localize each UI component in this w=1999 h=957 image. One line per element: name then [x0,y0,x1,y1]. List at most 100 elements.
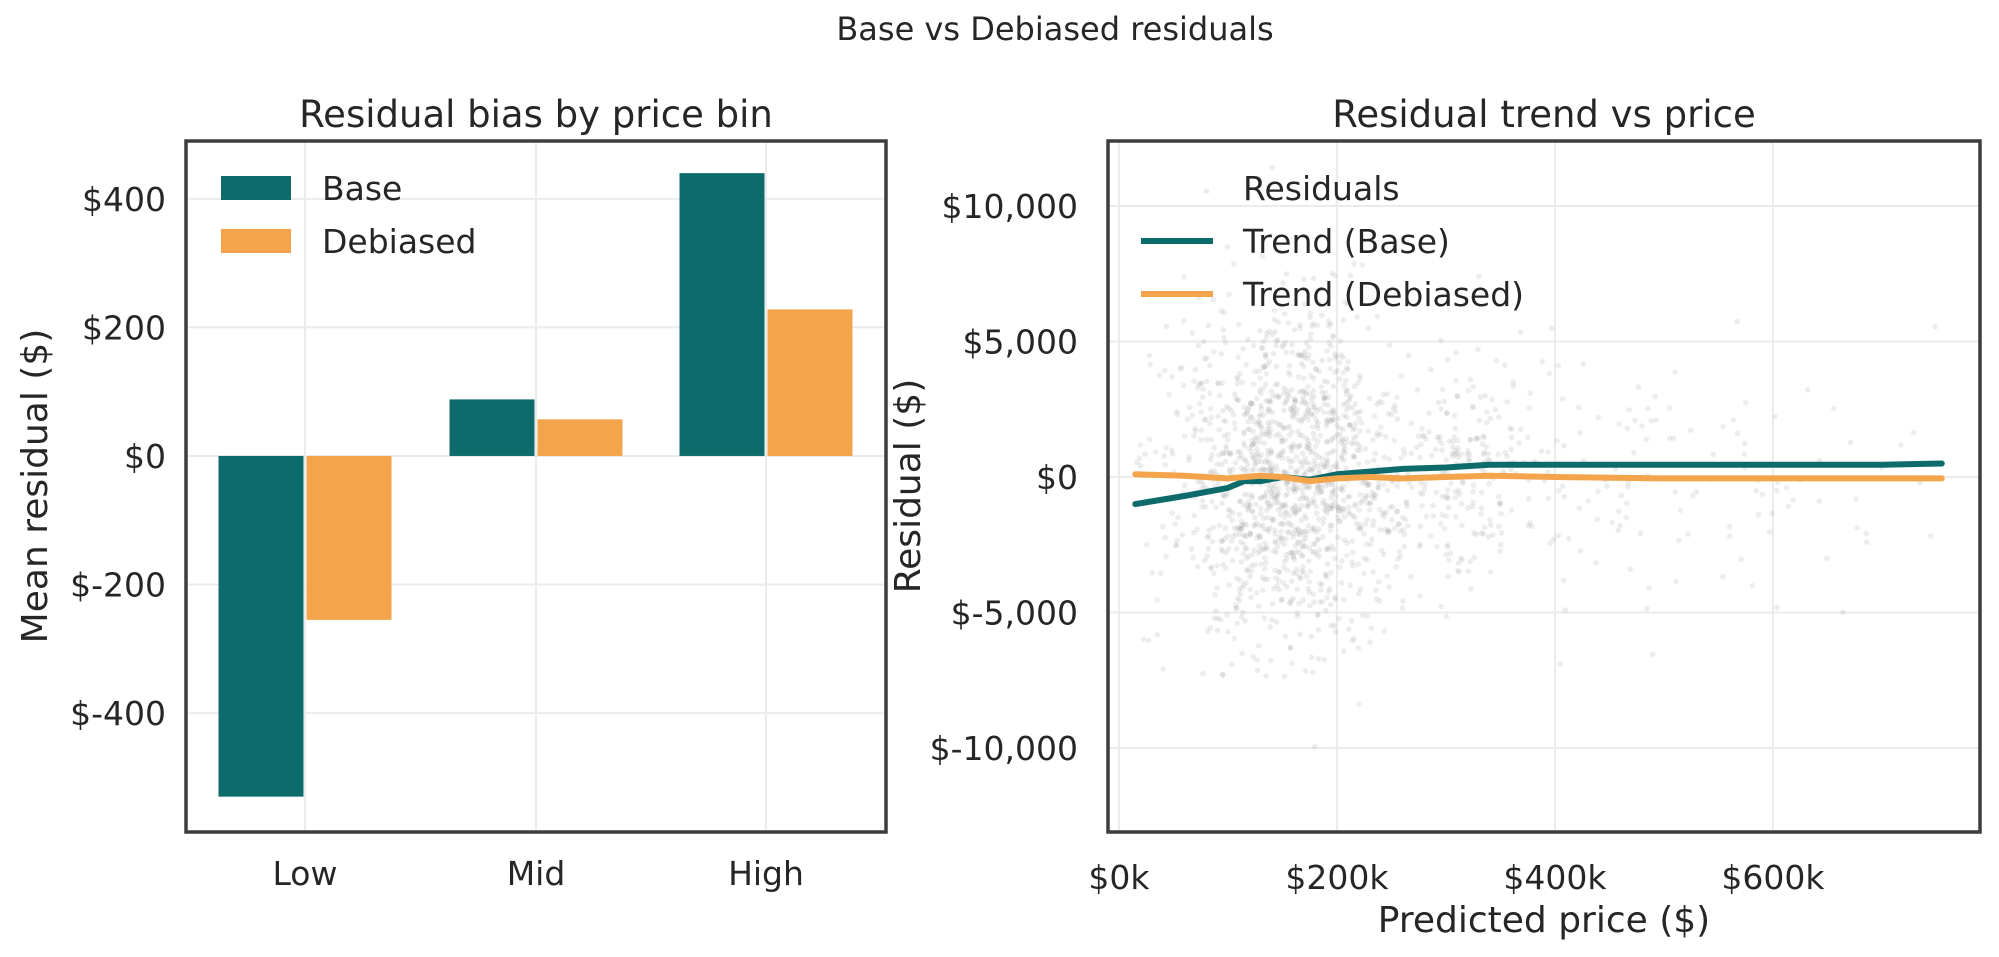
residual-point [1486,480,1492,487]
residual-point [1234,595,1241,602]
residual-point [1473,435,1480,441]
residual-point [1173,408,1180,415]
residual-point [1464,451,1470,458]
residual-point [1445,574,1451,580]
residual-point [1272,495,1279,501]
residual-point [1351,514,1358,521]
residual-point [1450,444,1456,451]
residual-point [1304,497,1311,503]
residual-point [1295,416,1302,423]
residual-point [1329,417,1336,423]
residual-point [1225,431,1231,438]
scatter-chart-trend-lines [1132,460,1945,508]
residual-point [1323,546,1330,553]
residual-point [1179,364,1185,371]
residual-point [1267,465,1274,472]
residual-point [1286,363,1293,369]
residual-point [1282,311,1288,317]
residual-point [1445,487,1451,493]
residual-point [1289,660,1295,667]
residual-point [1331,488,1338,494]
residual-point [1315,484,1322,491]
scatter-chart-y-ticks: $10,000$5,000$0$-5,000$-10,000 [930,187,1078,768]
residual-point [1311,457,1317,464]
residual-point [1357,428,1363,435]
residual-point [1290,444,1296,450]
residual-point [1311,412,1317,419]
residual-point [1311,466,1317,472]
residual-point [1336,507,1342,514]
residual-point [1223,418,1229,425]
residual-point [1349,559,1355,565]
residual-point [1261,566,1268,572]
residual-point [1269,331,1276,338]
residual-point [1216,522,1223,529]
residual-point [1518,426,1524,433]
residual-point [1347,422,1353,429]
residual-point [1301,301,1308,308]
residual-point [1384,487,1391,494]
residual-point [1295,443,1302,449]
residual-point [1197,400,1203,407]
residual-point [1358,420,1365,426]
residual-point [1324,419,1330,426]
residual-point [1273,539,1279,545]
residual-point [1289,522,1295,529]
residual-point [1609,519,1616,526]
residual-point [1378,424,1384,430]
residual-point [1328,343,1334,349]
residual-point [1322,572,1329,578]
residual-point [1383,509,1390,516]
residual-point [1294,467,1300,474]
residual-point [1618,492,1625,499]
residual-point [1467,558,1473,565]
bar-chart-y-tick-label: $400 [82,180,166,219]
residual-point [1325,402,1331,408]
legend-swatch-debiased [221,229,291,253]
residual-point [1386,342,1393,349]
residual-point [1302,668,1309,675]
residual-point [1446,438,1453,445]
residual-point [1381,628,1388,634]
residual-point [1257,411,1264,418]
residual-point [1221,334,1227,341]
residual-point [1221,536,1228,542]
residual-point [1355,380,1361,386]
residual-point [1313,443,1319,450]
residual-point [1310,320,1317,327]
residual-point [1448,480,1454,487]
residual-point [1381,510,1387,516]
residual-point [1421,433,1427,440]
residual-point [1243,362,1249,368]
residual-point [1323,607,1329,613]
residual-point [1350,549,1356,556]
residual-point [1257,505,1264,512]
residual-point [1233,546,1240,552]
residual-point [1498,511,1504,517]
residual-point [1242,457,1249,464]
residual-point [1321,394,1328,401]
bar-chart-y-ticks: $400$200$0$-200$-400 [70,180,166,733]
residual-point [1296,507,1303,513]
residual-point [1783,484,1790,491]
residual-point [1272,463,1279,469]
residual-point [1317,490,1323,496]
residual-point [1316,468,1323,474]
residual-point [1235,397,1242,404]
residual-point [1254,446,1260,452]
residual-point [1241,541,1247,547]
residual-point [1271,548,1277,554]
residual-point [1497,502,1503,508]
residual-point [1252,460,1259,466]
residual-point [1310,430,1317,437]
residual-point [1229,510,1236,516]
residual-point [1303,495,1310,501]
residual-point [1774,604,1780,611]
residual-point [1232,602,1239,609]
residual-point [1311,549,1318,555]
residual-point [1283,509,1290,516]
residual-point [1455,454,1461,460]
residual-point [1336,376,1343,383]
residual-point [1346,421,1353,428]
residual-point [1386,528,1393,535]
